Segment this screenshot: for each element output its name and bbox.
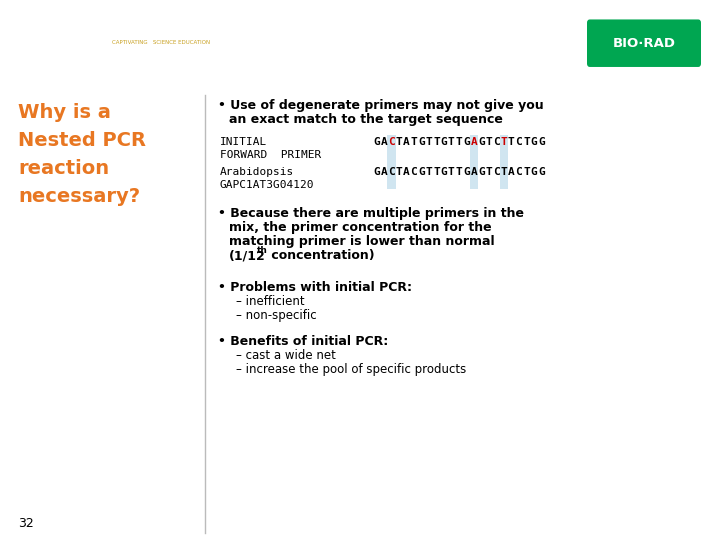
Text: A: A [380, 167, 387, 177]
Text: Why is a: Why is a [18, 103, 111, 122]
Bar [387, 136, 395, 189]
Text: BIO·RAD: BIO·RAD [613, 37, 675, 50]
Text: Arabidopsis: Arabidopsis [220, 167, 294, 177]
Text: T: T [523, 167, 530, 177]
Text: • Problems with initial PCR:: • Problems with initial PCR: [218, 281, 412, 294]
Bar [500, 136, 508, 189]
Text: G: G [441, 167, 447, 177]
Text: C: C [410, 167, 418, 177]
Text: T: T [426, 137, 432, 147]
Text: A: A [403, 137, 410, 147]
Text: A: A [470, 167, 477, 177]
Text: T: T [433, 137, 440, 147]
Text: 32: 32 [18, 517, 34, 530]
Text: INITIAL: INITIAL [220, 137, 267, 147]
Text: – non-specific: – non-specific [236, 309, 317, 322]
Text: – cast a wide net: – cast a wide net [236, 349, 336, 362]
Text: an exact match to the target sequence: an exact match to the target sequence [229, 113, 503, 126]
Text: T: T [485, 167, 492, 177]
Text: T: T [456, 137, 462, 147]
Text: necessary?: necessary? [18, 187, 140, 206]
Text: A: A [470, 137, 477, 147]
Text: – inefficient: – inefficient [236, 295, 305, 308]
Text: • Use of degenerate primers may not give you: • Use of degenerate primers may not give… [218, 99, 544, 112]
Text: C: C [493, 137, 500, 147]
Text: G: G [478, 167, 485, 177]
Text: G: G [478, 137, 485, 147]
Text: G: G [531, 137, 537, 147]
Text: T: T [395, 137, 402, 147]
Text: Nested PCR: Nested PCR [18, 131, 146, 150]
Text: G: G [418, 167, 425, 177]
Text: C: C [516, 167, 522, 177]
Text: T: T [500, 137, 508, 147]
Text: G: G [463, 167, 469, 177]
Text: G: G [373, 167, 379, 177]
Text: T: T [395, 167, 402, 177]
Text: reaction: reaction [18, 159, 109, 178]
Text: G: G [538, 137, 545, 147]
Text: (1/12: (1/12 [229, 249, 266, 262]
Text: T: T [523, 137, 530, 147]
Text: G: G [531, 167, 537, 177]
Text: FORWARD  PRIMER: FORWARD PRIMER [220, 150, 321, 160]
Text: th: th [257, 246, 268, 255]
FancyBboxPatch shape [587, 19, 701, 67]
Text: G: G [418, 137, 425, 147]
Text: T: T [448, 167, 455, 177]
Text: T: T [410, 137, 418, 147]
Text: mix, the primer concentration for the: mix, the primer concentration for the [229, 221, 492, 234]
Text: • Because there are multiple primers in the: • Because there are multiple primers in … [218, 207, 524, 220]
Text: T: T [456, 167, 462, 177]
Text: A: A [403, 167, 410, 177]
Text: T: T [448, 137, 455, 147]
Bar [469, 136, 478, 189]
Text: A: A [380, 137, 387, 147]
Text: matching primer is lower than normal: matching primer is lower than normal [229, 235, 495, 248]
Text: CAPTIVATING   SCIENCE EDUCATION: CAPTIVATING SCIENCE EDUCATION [112, 40, 210, 45]
Text: T: T [508, 137, 515, 147]
Text: – increase the pool of specific products: – increase the pool of specific products [236, 363, 467, 376]
Text: concentration): concentration) [267, 249, 374, 262]
Text: Explorer: Explorer [22, 51, 92, 68]
Text: A: A [508, 167, 515, 177]
Text: T: T [433, 167, 440, 177]
Text: GAPC1AT3G04120: GAPC1AT3G04120 [220, 180, 315, 190]
Text: C: C [388, 137, 395, 147]
Text: G: G [463, 137, 469, 147]
Text: G: G [441, 137, 447, 147]
Text: C: C [388, 167, 395, 177]
Text: C: C [516, 137, 522, 147]
Text: G: G [538, 167, 545, 177]
Text: T: T [426, 167, 432, 177]
Text: • Benefits of initial PCR:: • Benefits of initial PCR: [218, 335, 388, 348]
Text: C: C [493, 167, 500, 177]
Text: G: G [373, 137, 379, 147]
Text: Biotechnology: Biotechnology [22, 29, 122, 43]
Text: T: T [485, 137, 492, 147]
Text: T: T [500, 167, 508, 177]
